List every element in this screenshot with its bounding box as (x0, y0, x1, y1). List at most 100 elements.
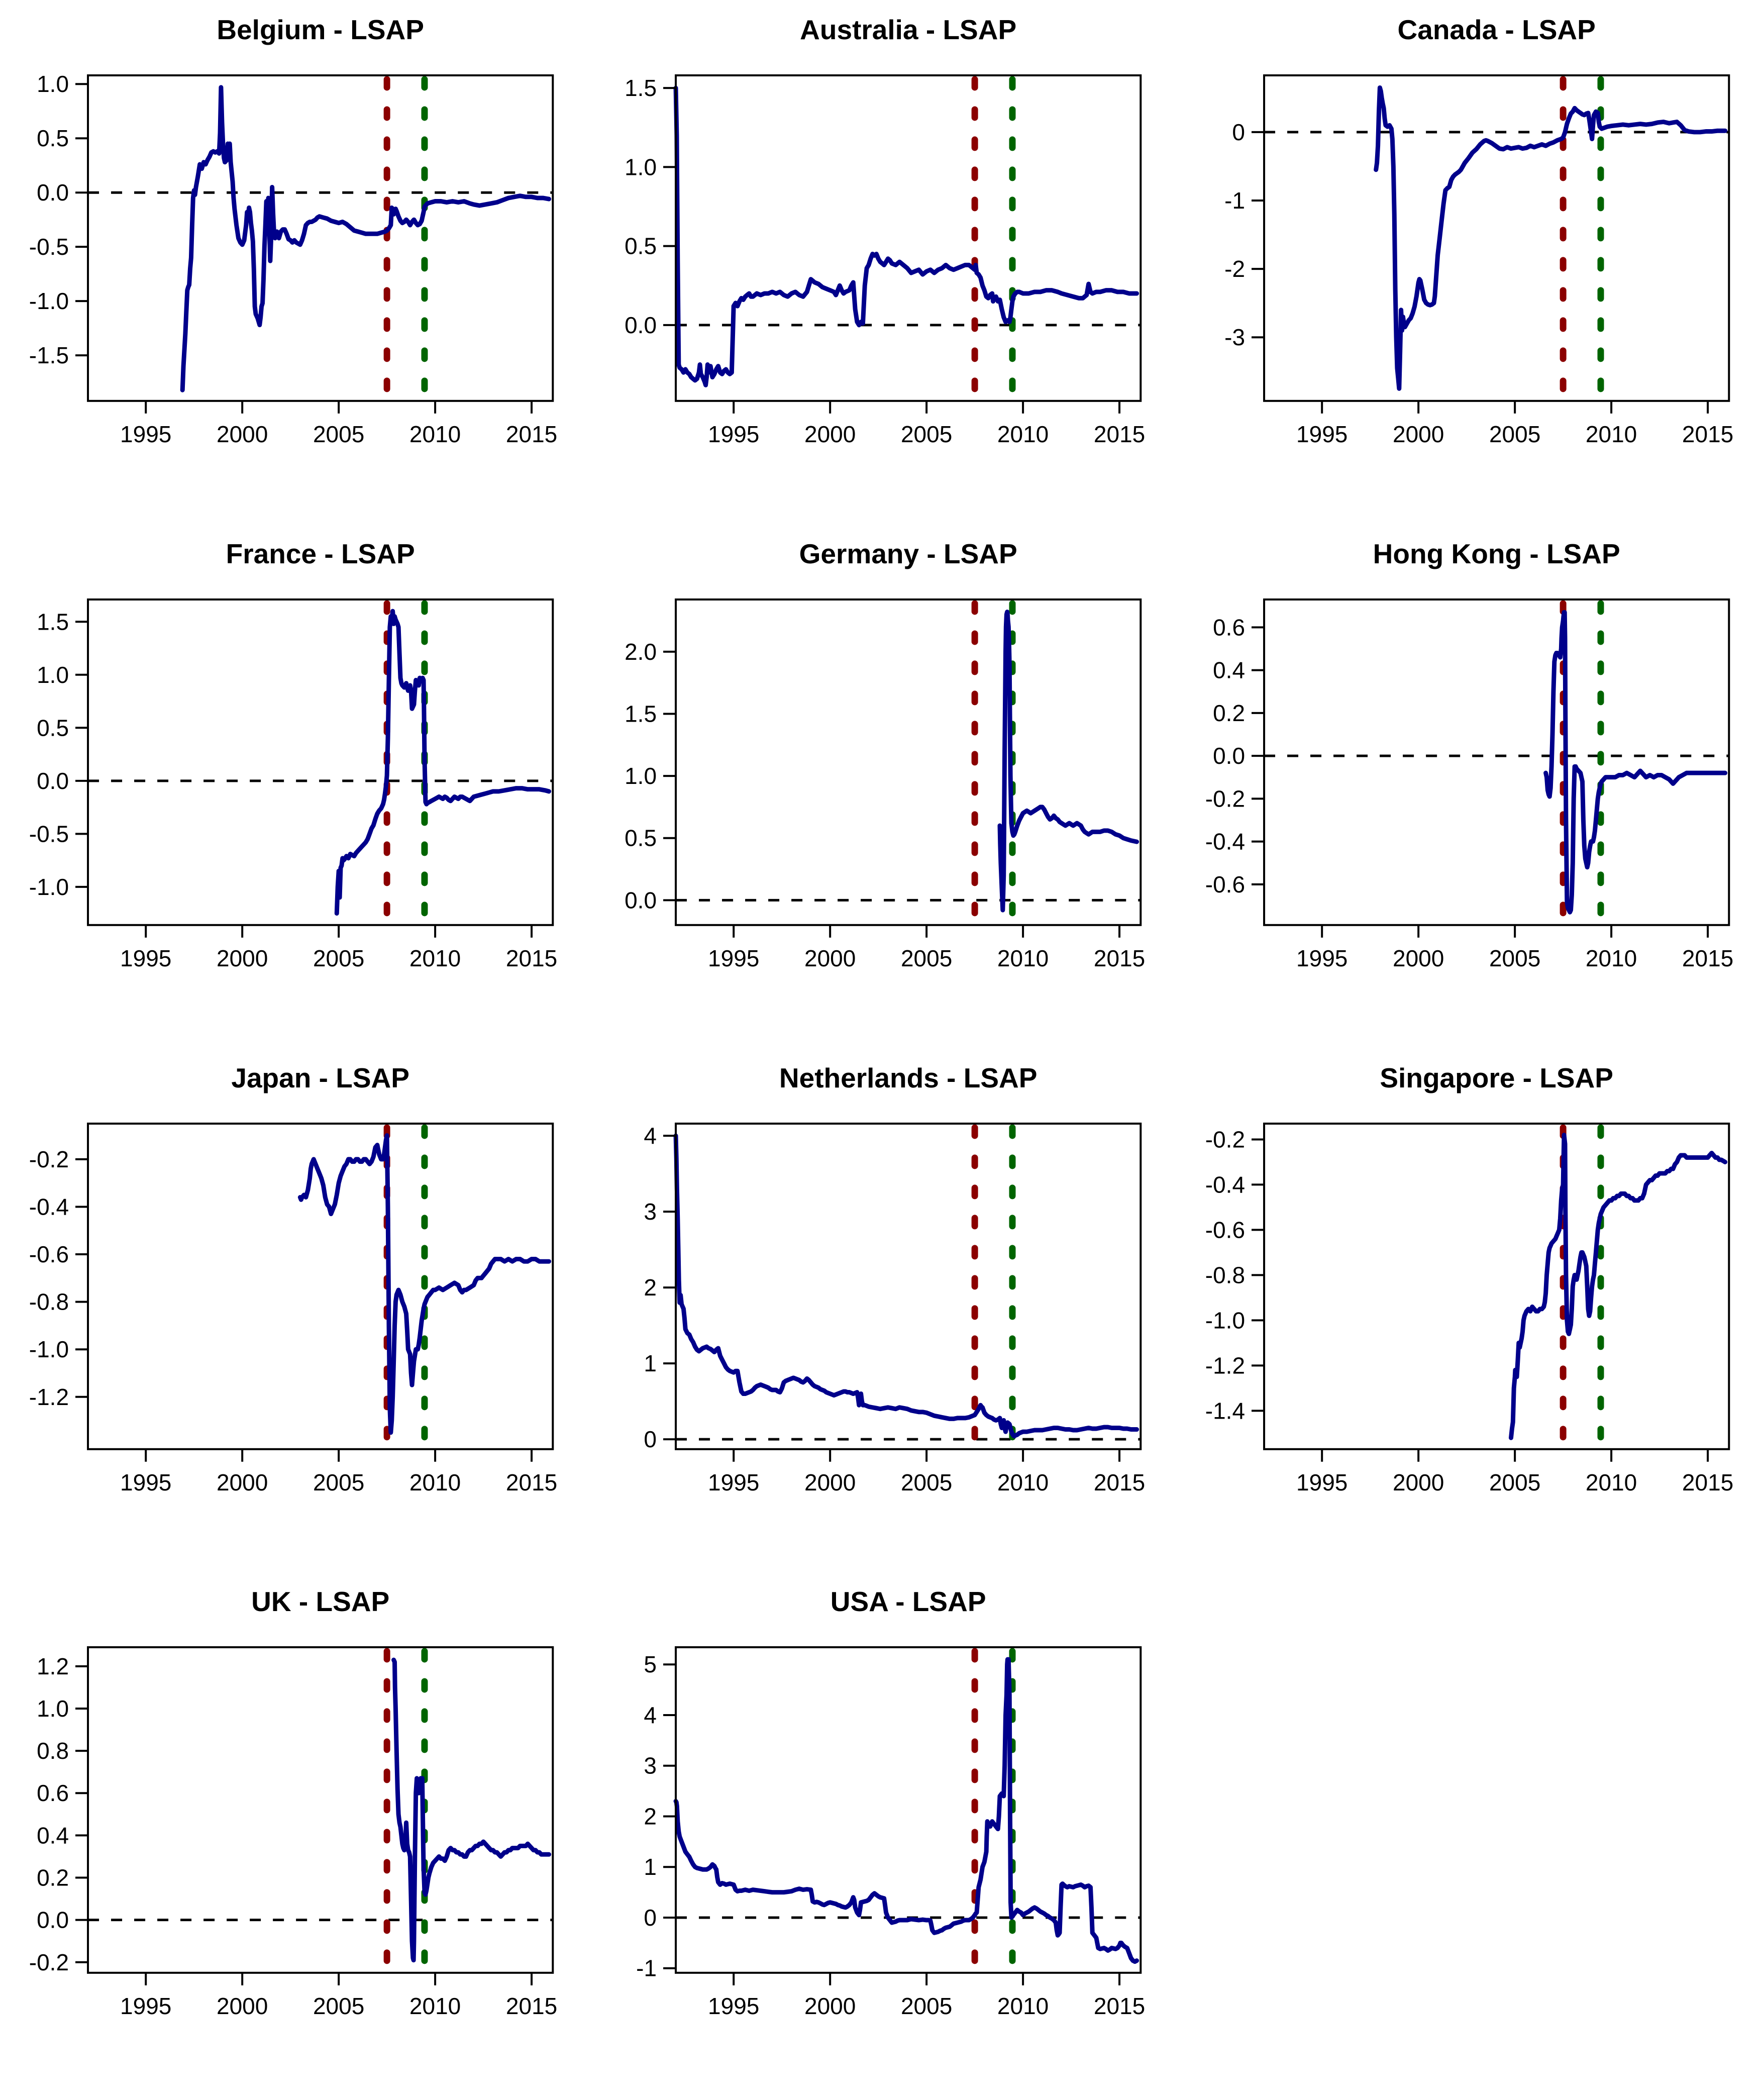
x-tick-label: 2005 (313, 945, 364, 971)
x-tick-label: 2015 (1094, 1993, 1145, 2019)
chart-panel-singapore-lsap: Singapore - LSAP -0.2 -0.4 -0.6 -0.8 -1.0 -1.2… (1176, 1048, 1764, 1572)
lsap-misalignment-series (673, 85, 1139, 387)
plot-box (675, 1646, 1142, 1974)
x-tick-label: 2010 (997, 421, 1049, 447)
plot-box (87, 1646, 554, 1974)
y-tick-label: 1.5 (625, 701, 657, 727)
x-tick-label: 2000 (1393, 1469, 1444, 1495)
x-tick-label: 2010 (409, 945, 461, 971)
x-tick-label: 2000 (217, 1469, 268, 1495)
x-tick-label: 2000 (804, 1469, 856, 1495)
y-tick-label: -1.0 (29, 1336, 69, 1362)
lsap-misalignment-series (997, 609, 1139, 913)
singapore-lsap-chart: Singapore - LSAP -0.2 -0.4 -0.6 -0.8 -1.0 -1.2… (1205, 1062, 1733, 1495)
y-tick-label: -1.0 (29, 288, 69, 314)
y-tick-label: -0.2 (29, 1146, 69, 1172)
y-tick-label: 0 (1232, 119, 1245, 145)
y-tick-label: -1 (1224, 187, 1245, 214)
y-tick-label: -1.0 (29, 874, 69, 900)
x-tick-label: 2005 (1489, 1469, 1540, 1495)
y-tick-label: 0.5 (625, 825, 657, 851)
y-tick-label: 3 (644, 1199, 657, 1225)
x-tick-label: 2015 (506, 945, 557, 971)
chart-title: Belgium - LSAP (217, 14, 424, 45)
x-tick-label: 2005 (313, 1993, 364, 2019)
lsap-misalignment-series (673, 1657, 1139, 1964)
x-tick-label: 2005 (901, 421, 952, 447)
y-tick-label: 0 (644, 1905, 657, 1931)
y-tick-label: 0.2 (1213, 700, 1245, 726)
japan-lsap-chart: Japan - LSAP -0.2 -0.4 -0.6 -0.8 -1.0 -1.2 1995… (29, 1062, 558, 1495)
y-tick-label: -1.4 (1205, 1398, 1244, 1424)
x-tick-label: 2010 (1586, 1469, 1637, 1495)
chart-panel-hong-kong-lsap: Hong Kong - LSAP 0.6 0.4 0.2 0.0 -0.2 -0.4 -0.6… (1176, 524, 1764, 1048)
chart-title: France - LSAP (226, 538, 415, 569)
y-tick-label: 0.4 (1213, 657, 1245, 683)
chart-panel-netherlands-lsap: Netherlands - LSAP 4 3 2 1 0 1995 2000 2005 2010 2… (588, 1048, 1176, 1572)
x-tick-label: 1995 (120, 945, 171, 971)
usa-lsap-chart: USA - LSAP 5 4 3 2 1 0 -1 1995 2000 2005 2010 2015 (636, 1586, 1145, 2019)
chart-panel-usa-lsap: USA - LSAP 5 4 3 2 1 0 -1 1995 2000 2005 2010 2015 (588, 1572, 1176, 2096)
y-tick-label: 1.2 (37, 1653, 69, 1679)
x-tick-label: 1995 (708, 1993, 759, 2019)
y-tick-label: 0.5 (37, 125, 69, 151)
y-tick-label: 1.0 (37, 662, 69, 688)
y-tick-label: 0.0 (37, 768, 69, 794)
plot-box (1263, 1122, 1730, 1450)
y-tick-label: 0.5 (625, 233, 657, 259)
y-tick-label: -1.2 (29, 1383, 69, 1410)
plot-box (1263, 598, 1730, 926)
plot-box (675, 74, 1142, 402)
x-tick-label: 2000 (804, 1993, 856, 2019)
y-tick-label: 0.6 (1213, 614, 1245, 640)
x-tick-label: 2005 (1489, 945, 1540, 971)
x-tick-label: 2015 (506, 1469, 557, 1495)
x-tick-label: 1995 (708, 945, 759, 971)
y-tick-label: -0.2 (29, 1949, 69, 1975)
x-tick-label: 2015 (1094, 1469, 1145, 1495)
y-tick-label: 4 (644, 1123, 657, 1149)
x-tick-label: 2010 (1586, 421, 1637, 447)
lsap-misalignment-series (1508, 1132, 1727, 1440)
canada-lsap-chart: Canada - LSAP 0 -1 -2 -3 1995 2000 2005 2010 2015 (1224, 14, 1733, 447)
france-lsap-chart: France - LSAP 1.5 1.0 0.5 0.0 -0.5 -1.0 1995 200… (29, 538, 558, 971)
x-tick-label: 2015 (1094, 421, 1145, 447)
x-tick-label: 2000 (1393, 945, 1444, 971)
chart-panel-japan-lsap: Japan - LSAP -0.2 -0.4 -0.6 -0.8 -1.0 -1.2 1995… (0, 1048, 588, 1572)
y-tick-label: 1.0 (625, 763, 657, 789)
y-tick-label: 2 (644, 1274, 657, 1301)
x-tick-label: 1995 (1296, 945, 1347, 971)
plot-box (675, 598, 1142, 926)
chart-panel-uk-lsap: UK - LSAP 1.2 1.0 0.8 0.6 0.4 0.2 0.0 -0.2 1995 20… (0, 1572, 588, 2096)
x-tick-label: 1995 (708, 1469, 759, 1495)
chart-title: Singapore - LSAP (1380, 1062, 1613, 1093)
australia-lsap-chart: Australia - LSAP 1.5 1.0 0.5 0.0 1995 2000 2005… (625, 14, 1145, 447)
x-tick-label: 1995 (120, 421, 171, 447)
plot-box (87, 74, 554, 402)
y-tick-label: 0 (644, 1426, 657, 1452)
y-tick-label: -0.4 (1205, 1171, 1244, 1197)
lsap-misalignment-series (180, 85, 552, 392)
x-tick-label: 2010 (1586, 945, 1637, 971)
y-tick-label: 4 (644, 1702, 657, 1728)
y-tick-label: 1.0 (625, 154, 657, 180)
y-tick-label: -3 (1224, 324, 1245, 350)
y-tick-label: -0.2 (1205, 1126, 1244, 1152)
chart-panel-australia-lsap: Australia - LSAP 1.5 1.0 0.5 0.0 1995 2000 2005… (588, 0, 1176, 524)
y-tick-label: 1.5 (37, 609, 69, 635)
x-tick-label: 2000 (804, 945, 856, 971)
x-tick-label: 2005 (313, 1469, 364, 1495)
x-tick-label: 2010 (997, 945, 1049, 971)
chart-title: USA - LSAP (831, 1586, 986, 1617)
x-tick-label: 2005 (1489, 421, 1540, 447)
chart-title: Hong Kong - LSAP (1373, 538, 1620, 569)
x-tick-label: 2000 (217, 945, 268, 971)
y-tick-label: 0.0 (625, 887, 657, 913)
germany-lsap-chart: Germany - LSAP 2.0 1.5 1.0 0.5 0.0 1995 2000 200… (625, 538, 1145, 971)
x-tick-label: 2000 (217, 421, 268, 447)
plot-box (87, 1122, 554, 1450)
x-tick-label: 2000 (217, 1993, 268, 2019)
y-tick-label: -1.5 (29, 342, 69, 368)
x-tick-label: 2015 (1682, 421, 1733, 447)
y-tick-label: 0.0 (37, 179, 69, 206)
